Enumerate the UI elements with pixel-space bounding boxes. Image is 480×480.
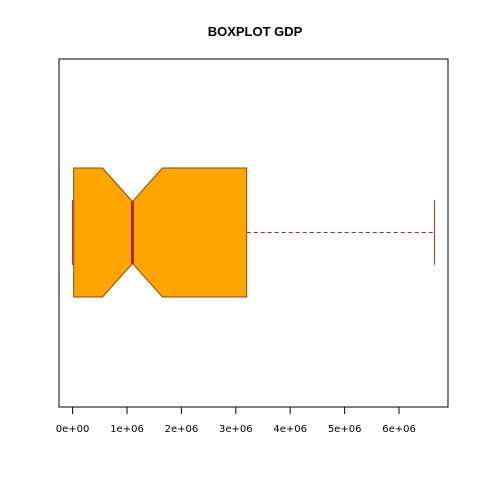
notched-box [73, 167, 248, 298]
x-tick-label-2: 2e+06 [165, 424, 199, 435]
x-tick-label-4: 4e+06 [273, 424, 307, 435]
x-tick-label-1: 1e+06 [110, 424, 144, 435]
x-tick-label-5: 5e+06 [328, 424, 362, 435]
x-tick-label-3: 3e+06 [219, 424, 253, 435]
plot-marks [72, 167, 435, 298]
x-tick-label-6: 6e+06 [382, 424, 416, 435]
chart-title: BOXPLOT GDP [208, 24, 303, 39]
x-tick-label-0: 0e+00 [56, 424, 90, 435]
x-axis: 0e+00 1e+06 2e+06 3e+06 4e+06 5e+06 6e+06 [56, 406, 416, 435]
